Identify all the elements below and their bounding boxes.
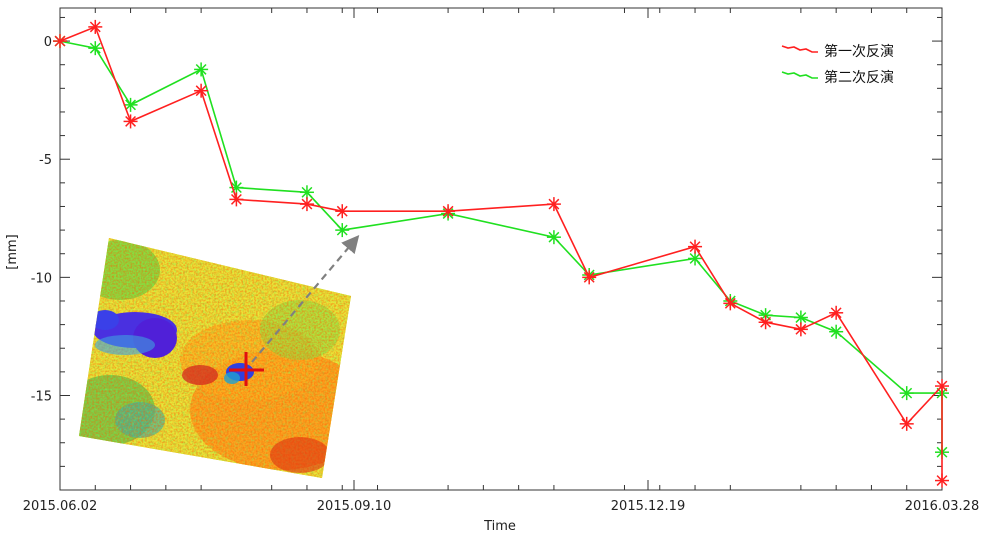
x-tick-label: 2016.03.28: [905, 499, 979, 514]
data-point: [441, 204, 456, 219]
data-point: [793, 322, 808, 337]
series-layer: [53, 19, 949, 488]
data-point: [793, 310, 808, 325]
data-point: [829, 324, 844, 339]
legend-label-2: 第二次反演: [824, 69, 894, 86]
data-point: [123, 114, 138, 129]
data-point: [299, 185, 314, 200]
pointer-arrow: [251, 234, 360, 363]
legend-label-1: 第一次反演: [824, 43, 894, 60]
legend-line-1: [781, 45, 818, 53]
data-point: [88, 41, 103, 56]
series-line-1: [59, 25, 943, 481]
data-point: [935, 473, 949, 488]
y-tick-label: -5: [39, 153, 52, 168]
deformation-map-inset: [79, 238, 351, 478]
data-point: [123, 97, 138, 112]
data-point: [688, 251, 703, 266]
data-point: [829, 305, 844, 320]
data-point: [723, 296, 738, 311]
data-point: [546, 197, 561, 212]
y-tick-label: -10: [31, 271, 52, 286]
x-axis-title: Time: [483, 519, 516, 534]
legend: 第一次反演 第二次反演: [781, 43, 894, 86]
data-point: [53, 34, 67, 49]
data-point: [899, 386, 914, 401]
data-point: [299, 197, 314, 212]
data-point: [335, 204, 350, 219]
plot-frame: [59, 7, 943, 491]
data-point: [546, 230, 561, 245]
x-tick-label: 2015.06.02: [23, 499, 97, 514]
x-tick-label: 2015.09.10: [317, 499, 391, 514]
x-axis: 2015.06.02 2015.09.10 2015.12.19 2016.03.28: [23, 8, 979, 514]
data-point: [688, 239, 703, 254]
y-tick-label: -15: [31, 389, 52, 404]
series-line-2: [59, 40, 943, 453]
data-point: [335, 223, 350, 238]
x-tick-label: 2015.12.19: [611, 499, 685, 514]
y-axis: 0 -5 -10 -15: [31, 16, 942, 467]
y-axis-title: [mm]: [5, 234, 20, 269]
y-tick-label: 0: [44, 35, 52, 50]
data-point: [582, 270, 597, 285]
data-point: [935, 379, 949, 394]
data-point: [88, 19, 103, 34]
data-point: [194, 62, 209, 77]
data-point: [194, 83, 209, 98]
data-point: [899, 416, 914, 431]
data-point: [758, 315, 773, 330]
legend-line-2: [781, 71, 818, 79]
data-point: [229, 192, 244, 207]
